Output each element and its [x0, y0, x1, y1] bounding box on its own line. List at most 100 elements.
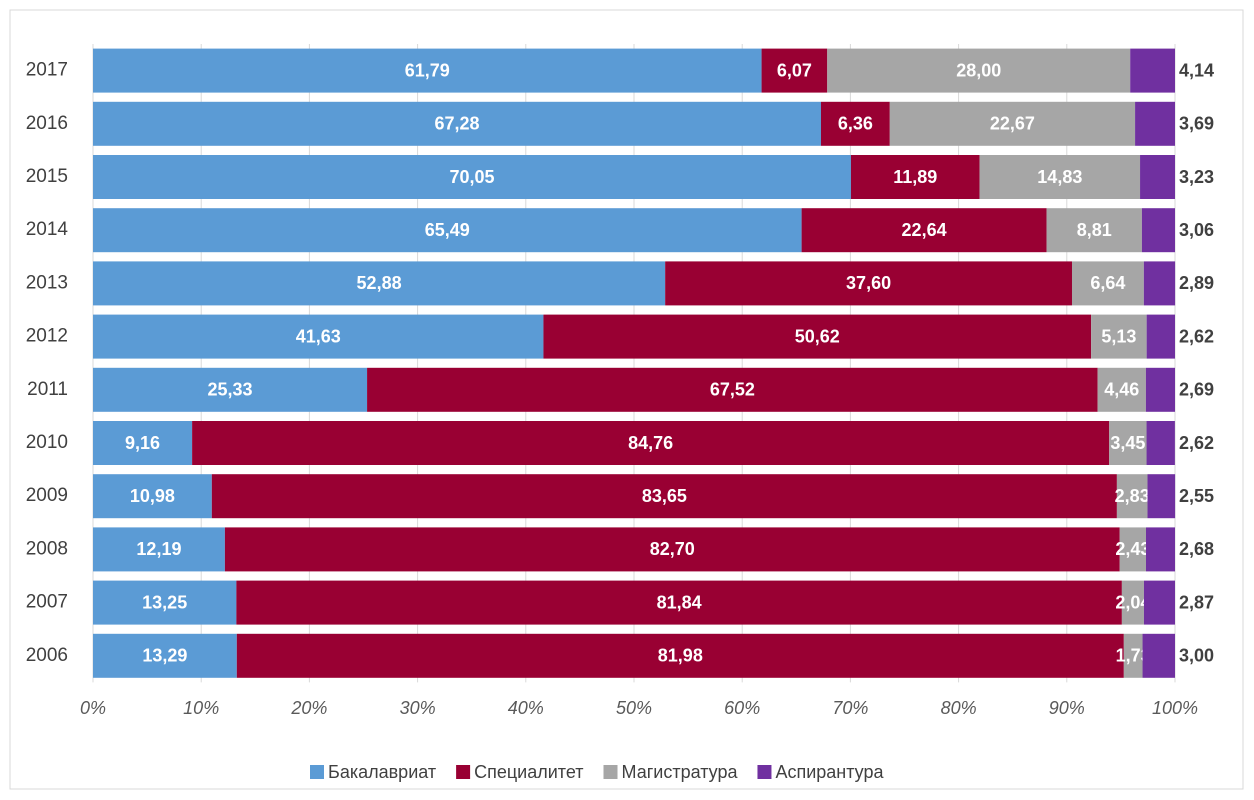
- data-label: 83,65: [642, 486, 687, 506]
- x-tick-label: 90%: [1049, 698, 1085, 718]
- bar-segment: [367, 367, 1098, 412]
- legend-label: Аспирантура: [775, 762, 884, 782]
- bar-segment: [93, 155, 851, 199]
- y-tick-label: 2007: [26, 592, 68, 613]
- bar-segment: [801, 208, 1047, 253]
- data-label: 10,98: [130, 486, 175, 506]
- data-label: 61,79: [405, 60, 450, 80]
- bar-segment: [1147, 474, 1176, 519]
- bar-segment: [93, 580, 237, 625]
- y-tick-label: 2009: [26, 485, 68, 506]
- y-tick-label: 2008: [26, 538, 68, 559]
- bar-segment: [93, 208, 802, 253]
- data-label: 65,49: [425, 220, 470, 240]
- data-label: 2,62: [1179, 326, 1214, 346]
- data-label: 81,98: [658, 646, 703, 666]
- bar-segment: [1140, 155, 1175, 199]
- legend-swatch: [603, 765, 618, 779]
- data-label: 67,52: [710, 380, 755, 400]
- data-label: 4,14: [1179, 60, 1214, 80]
- bar-segment: [827, 48, 1131, 93]
- bar-segment: [93, 367, 368, 412]
- data-label: 70,05: [449, 167, 494, 187]
- data-label: 14,83: [1037, 167, 1082, 187]
- legend-label: Бакалавриат: [328, 762, 436, 782]
- data-label: 2,68: [1179, 539, 1214, 559]
- bar-segment: [93, 633, 237, 678]
- legend-label: Специалитет: [474, 762, 583, 782]
- data-label: 25,33: [208, 380, 253, 400]
- data-label: 9,16: [125, 433, 160, 453]
- bar-segment: [665, 261, 1072, 306]
- data-label: 37,60: [846, 273, 891, 293]
- bar-segment: [1135, 101, 1175, 146]
- legend-swatch: [757, 765, 772, 779]
- bar-segment: [1046, 208, 1142, 253]
- bar-segment: [93, 421, 193, 465]
- bar-segment: [1123, 633, 1143, 678]
- data-label: 12,19: [136, 539, 181, 559]
- data-label: 3,23: [1179, 167, 1214, 187]
- bar-segment: [93, 48, 762, 93]
- bar-segment: [1146, 421, 1175, 465]
- bar-segment: [1143, 261, 1176, 306]
- x-tick-label: 0%: [80, 698, 106, 718]
- bar-segment: [236, 633, 1124, 678]
- data-label: 22,64: [902, 220, 947, 240]
- bar-segment: [1145, 367, 1175, 412]
- data-label: 13,25: [142, 592, 187, 612]
- data-label: 52,88: [357, 273, 402, 293]
- y-tick-label: 2017: [26, 60, 68, 81]
- bar-segment: [93, 101, 821, 146]
- data-label: 5,13: [1101, 326, 1136, 346]
- data-label: 3,00: [1179, 646, 1214, 666]
- bar-segment: [1142, 633, 1175, 678]
- data-label: 84,76: [628, 433, 673, 453]
- data-label: 6,07: [777, 60, 812, 80]
- data-label: 2,04: [1115, 592, 1150, 612]
- bar-segment: [1141, 208, 1175, 253]
- data-label: 13,29: [142, 646, 187, 666]
- data-label: 3,45: [1110, 433, 1145, 453]
- data-label: 2,83: [1115, 486, 1150, 506]
- data-label: 2,89: [1179, 273, 1214, 293]
- data-label: 82,70: [650, 539, 695, 559]
- bar-segment: [236, 580, 1122, 625]
- x-tick-label: 40%: [508, 698, 544, 718]
- data-label: 11,89: [893, 167, 937, 187]
- y-tick-label: 2013: [26, 272, 68, 293]
- x-tick-label: 60%: [724, 698, 760, 718]
- data-label: 3,06: [1179, 220, 1214, 240]
- data-label: 67,28: [434, 114, 479, 134]
- bar-segment: [93, 314, 544, 359]
- bar-segment: [1130, 48, 1175, 93]
- bar-segment: [1091, 314, 1147, 359]
- data-label: 28,00: [956, 60, 1001, 80]
- x-tick-label: 50%: [616, 698, 652, 718]
- data-label: 41,63: [296, 326, 341, 346]
- bar-segment: [1146, 527, 1175, 572]
- bar-segment: [93, 527, 225, 572]
- bar-segment: [889, 101, 1136, 146]
- data-label: 2,43: [1115, 539, 1150, 559]
- data-label: 4,46: [1104, 380, 1139, 400]
- x-tick-label: 70%: [832, 698, 868, 718]
- data-label: 22,67: [990, 114, 1035, 134]
- bar-segment: [850, 155, 980, 199]
- legend-swatch: [310, 765, 324, 779]
- data-label: 2,55: [1179, 486, 1214, 506]
- y-tick-label: 2016: [26, 113, 68, 134]
- data-label: 6,64: [1090, 273, 1125, 293]
- y-tick-label: 2012: [26, 326, 68, 347]
- bar-segment: [192, 421, 1110, 465]
- bar-segment: [224, 527, 1120, 572]
- bar-segment: [1071, 261, 1144, 306]
- data-label: 3,69: [1179, 114, 1214, 134]
- bar-segment: [761, 48, 828, 93]
- x-tick-label: 10%: [183, 698, 219, 718]
- y-tick-label: 2011: [27, 379, 68, 400]
- bar-segment: [1109, 421, 1147, 465]
- bar-segment: [93, 474, 212, 519]
- data-label: 81,84: [657, 592, 702, 612]
